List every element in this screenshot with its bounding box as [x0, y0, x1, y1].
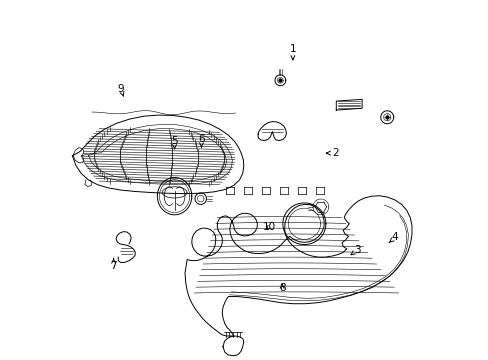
Text: 6: 6: [198, 134, 204, 147]
Text: 4: 4: [388, 232, 398, 243]
Text: 2: 2: [326, 148, 339, 158]
Text: 9: 9: [117, 84, 124, 96]
Text: 5: 5: [171, 136, 178, 149]
Text: 3: 3: [350, 245, 360, 255]
Text: 10: 10: [263, 222, 276, 231]
Text: 1: 1: [289, 44, 296, 60]
Text: 7: 7: [110, 258, 117, 271]
Text: 8: 8: [278, 283, 285, 293]
